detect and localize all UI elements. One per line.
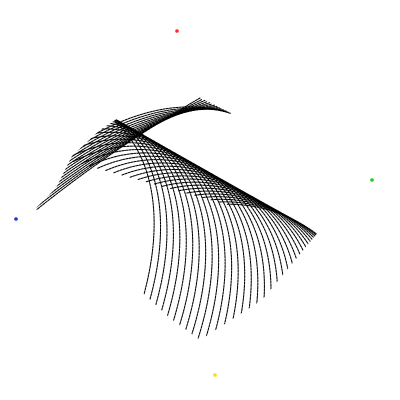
- ridge-line: [218, 201, 338, 340]
- green-marker: [370, 178, 374, 182]
- yellow-marker: [213, 373, 217, 377]
- ridge-line: [45, 108, 225, 176]
- ridge-line: [129, 168, 292, 340]
- blue-marker: [14, 217, 18, 221]
- red-marker: [175, 29, 179, 33]
- fingerprint-ridges: [36, 96, 338, 340]
- ridge-line: [36, 100, 161, 340]
- ridge-line: [89, 152, 259, 340]
- marker-layer: [14, 29, 374, 377]
- ridge-line: [121, 165, 285, 340]
- ridge-line: [210, 198, 338, 340]
- ridge-line: [161, 181, 319, 340]
- ridge-line: [194, 193, 338, 340]
- ridge-line: [202, 196, 338, 340]
- ridge-line: [36, 103, 168, 340]
- ridge-line: [36, 124, 207, 340]
- ridge-line: [36, 107, 174, 340]
- ridge-line: [36, 114, 187, 340]
- ridge-line: [97, 155, 265, 340]
- ridge-line: [80, 148, 252, 340]
- ridge-line: [105, 159, 272, 340]
